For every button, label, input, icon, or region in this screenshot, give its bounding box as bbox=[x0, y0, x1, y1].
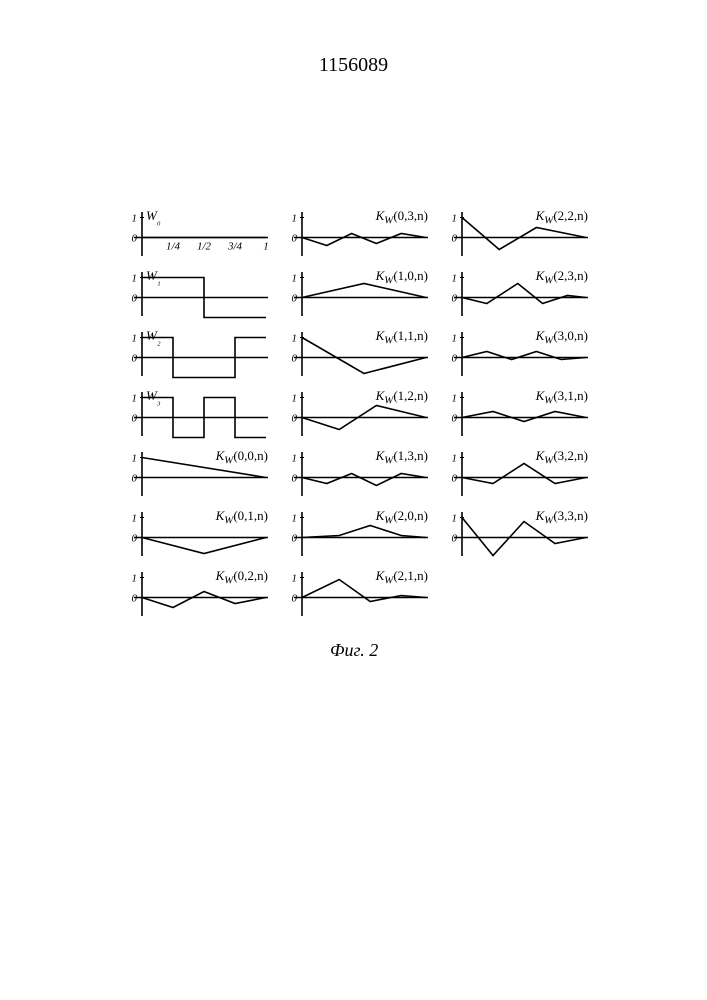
svg-text:0: 0 bbox=[292, 413, 298, 425]
plot-label: KW(3,2,n) bbox=[536, 448, 588, 467]
plot-label: KW(1,3,n) bbox=[376, 448, 428, 467]
page: 1156089 Фиг. 2 101/41/23/41W₀10W₁10W₂10W… bbox=[0, 0, 707, 1000]
svg-text:1: 1 bbox=[452, 393, 458, 405]
svg-text:1: 1 bbox=[292, 213, 298, 225]
plot-label: KW(3,0,n) bbox=[536, 328, 588, 347]
svg-text:1: 1 bbox=[452, 333, 458, 345]
waveform-plot: 1 0 W₁ bbox=[130, 270, 270, 320]
waveform-plot: 1 0 KW(3,1,n) bbox=[450, 390, 590, 440]
svg-text:1: 1 bbox=[132, 273, 138, 285]
svg-text:1: 1 bbox=[452, 273, 458, 285]
svg-text:1: 1 bbox=[452, 213, 458, 225]
svg-text:1: 1 bbox=[452, 453, 458, 465]
document-number: 1156089 bbox=[0, 54, 707, 77]
waveform-plot: 1 0 KW(3,3,n) bbox=[450, 510, 590, 560]
plot-label: KW(3,1,n) bbox=[536, 388, 588, 407]
waveform-plot: 1 0 KW(3,2,n) bbox=[450, 450, 590, 500]
plot-label: KW(2,0,n) bbox=[376, 508, 428, 527]
plot-label: KW(1,0,n) bbox=[376, 268, 428, 287]
waveform-plot: 1 0 W₂ bbox=[130, 330, 270, 380]
svg-text:0: 0 bbox=[292, 353, 298, 365]
svg-text:0: 0 bbox=[132, 593, 138, 605]
svg-text:1: 1 bbox=[132, 453, 138, 465]
svg-text:0: 0 bbox=[452, 413, 458, 425]
plot-label: KW(2,3,n) bbox=[536, 268, 588, 287]
svg-text:1: 1 bbox=[292, 513, 298, 525]
waveform-plot: 1 0 KW(2,1,n) bbox=[290, 570, 430, 620]
plot-label: KW(0,3,n) bbox=[376, 208, 428, 227]
waveform-plot: 1 0 KW(2,0,n) bbox=[290, 510, 430, 560]
waveform-plot: 1 0 KW(1,0,n) bbox=[290, 270, 430, 320]
svg-text:0: 0 bbox=[292, 473, 298, 485]
svg-text:0: 0 bbox=[292, 233, 298, 245]
svg-text:1: 1 bbox=[263, 241, 269, 253]
plot-label: KW(3,3,n) bbox=[536, 508, 588, 527]
plot-label: KW(1,2,n) bbox=[376, 388, 428, 407]
plot-label: KW(2,1,n) bbox=[376, 568, 428, 587]
waveform-plot: 1 0 KW(0,0,n) bbox=[130, 450, 270, 500]
svg-text:1: 1 bbox=[132, 333, 138, 345]
waveform-plot: 1 0 KW(1,2,n) bbox=[290, 390, 430, 440]
svg-text:0: 0 bbox=[132, 233, 138, 245]
waveform-plot: 1 0 KW(1,3,n) bbox=[290, 450, 430, 500]
svg-text:0: 0 bbox=[292, 293, 298, 305]
waveform-plot: 1 0 KW(2,2,n) bbox=[450, 210, 590, 260]
svg-text:0: 0 bbox=[132, 353, 138, 365]
svg-text:1: 1 bbox=[292, 453, 298, 465]
waveform-plot: 1 0 KW(0,1,n) bbox=[130, 510, 270, 560]
svg-text:1: 1 bbox=[292, 393, 298, 405]
svg-text:1: 1 bbox=[292, 273, 298, 285]
plot-label: W₃ bbox=[146, 388, 161, 407]
svg-text:0: 0 bbox=[452, 293, 458, 305]
plot-label: W₂ bbox=[146, 328, 161, 347]
plot-label: KW(2,2,n) bbox=[536, 208, 588, 227]
svg-text:1: 1 bbox=[132, 513, 138, 525]
svg-text:1: 1 bbox=[452, 513, 458, 525]
plot-label: W₁ bbox=[146, 268, 161, 287]
waveform-plot: 1 0 W₃ bbox=[130, 390, 270, 440]
svg-text:1: 1 bbox=[292, 333, 298, 345]
svg-text:0: 0 bbox=[132, 413, 138, 425]
svg-text:0: 0 bbox=[452, 473, 458, 485]
waveform-plot: 1 0 KW(0,3,n) bbox=[290, 210, 430, 260]
plot-label: KW(0,2,n) bbox=[216, 568, 268, 587]
plot-label: KW(1,1,n) bbox=[376, 328, 428, 347]
plot-label: W₀ bbox=[146, 208, 161, 227]
svg-text:1: 1 bbox=[132, 573, 138, 585]
svg-text:0: 0 bbox=[292, 593, 298, 605]
plot-label: KW(0,0,n) bbox=[216, 448, 268, 467]
waveform-plot: 1 0 KW(1,1,n) bbox=[290, 330, 430, 380]
svg-text:1: 1 bbox=[132, 393, 138, 405]
svg-text:3/4: 3/4 bbox=[227, 241, 243, 253]
svg-text:1/2: 1/2 bbox=[197, 241, 212, 253]
figure-caption: Фиг. 2 bbox=[330, 640, 378, 661]
waveform-plot: 1 0 KW(2,3,n) bbox=[450, 270, 590, 320]
svg-text:1: 1 bbox=[292, 573, 298, 585]
waveform-plot: 1 0 KW(0,2,n) bbox=[130, 570, 270, 620]
svg-text:0: 0 bbox=[132, 293, 138, 305]
svg-text:0: 0 bbox=[292, 533, 298, 545]
svg-text:0: 0 bbox=[452, 353, 458, 365]
svg-text:0: 0 bbox=[132, 473, 138, 485]
svg-text:1/4: 1/4 bbox=[166, 241, 181, 253]
waveform-plot: 1 0 KW(3,0,n) bbox=[450, 330, 590, 380]
waveform-plot: 1 0 1/4 1/2 3/4 1 W₀ bbox=[130, 210, 270, 260]
svg-text:1: 1 bbox=[132, 213, 138, 225]
plot-label: KW(0,1,n) bbox=[216, 508, 268, 527]
svg-text:0: 0 bbox=[452, 533, 458, 545]
svg-text:0: 0 bbox=[452, 233, 458, 245]
svg-text:0: 0 bbox=[132, 533, 138, 545]
